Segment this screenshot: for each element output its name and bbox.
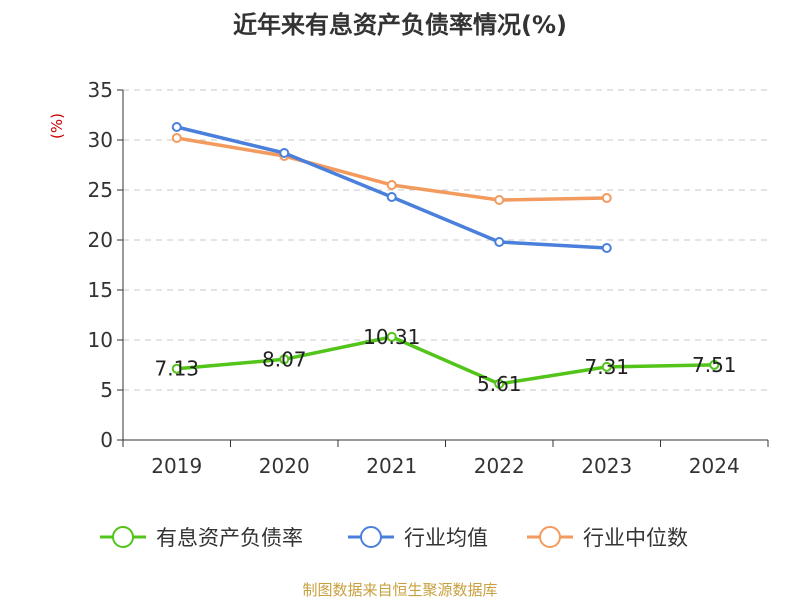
data-point-0-2024[interactable] <box>709 359 720 370</box>
data-label-2022: 5.61 <box>477 372 522 396</box>
series-line-0 <box>176 335 715 386</box>
series-0 <box>171 331 720 389</box>
y-tick-label: 30 <box>88 128 113 152</box>
data-point-2-2023[interactable] <box>601 193 612 203</box>
x-tick-label-2023: 2023 <box>581 454 632 478</box>
x-tick-label-2020: 2020 <box>259 454 310 478</box>
x-tick-label-2021: 2021 <box>366 454 417 478</box>
data-point-2-2019[interactable] <box>171 133 182 143</box>
y-tick-label: 0 <box>100 428 113 452</box>
data-point-2-2021[interactable] <box>386 180 397 190</box>
legend-item-0[interactable]: 有息资产负债率 <box>100 526 303 550</box>
data-point-0-2019[interactable] <box>171 363 182 374</box>
y-tick-label: 25 <box>88 178 113 202</box>
legend-label: 有息资产负债率 <box>156 526 303 550</box>
series-line-2 <box>176 136 607 202</box>
legend-marker-icon <box>112 526 134 548</box>
grid <box>123 89 768 391</box>
data-point-0-2023[interactable] <box>601 361 612 372</box>
y-tick-label: 20 <box>88 228 113 252</box>
data-point-1-2021[interactable] <box>386 192 397 202</box>
y-axis-unit-label: (%) <box>48 113 66 139</box>
data-label-2024: 7.51 <box>692 353 737 377</box>
legend-label: 行业中位数 <box>583 526 688 550</box>
series-layer <box>171 122 720 389</box>
data-label-2020: 8.07 <box>262 347 307 371</box>
data-point-0-2020[interactable] <box>279 354 290 365</box>
legend-item-2[interactable]: 行业中位数 <box>527 526 688 550</box>
series-1 <box>171 122 612 253</box>
legend-label: 行业均值 <box>404 526 488 550</box>
axes: 0 5 10 15 20 25 30 35 2019 2020 2021 2022 2023 2024 <box>88 78 769 478</box>
data-point-1-2022[interactable] <box>494 237 505 247</box>
data-point-1-2023[interactable] <box>601 243 612 253</box>
chart-title: 近年来有息资产负债率情况(%) <box>233 11 567 39</box>
y-tick-label: 10 <box>88 328 113 352</box>
data-point-1-2020[interactable] <box>279 148 290 158</box>
series-2 <box>171 133 612 205</box>
y-tick-label: 15 <box>88 278 113 302</box>
y-tick-label: 5 <box>100 378 113 402</box>
data-point-1-2019[interactable] <box>171 122 182 132</box>
x-tick-label-2024: 2024 <box>689 454 740 478</box>
legend-marker-icon <box>539 526 561 548</box>
x-tick-label-2022: 2022 <box>474 454 525 478</box>
source-note: 制图数据来自恒生聚源数据库 <box>302 581 497 599</box>
data-label-2019: 7.13 <box>154 357 199 381</box>
legend-marker-icon <box>360 526 382 548</box>
x-tick-label-2019: 2019 <box>151 454 202 478</box>
data-point-2-2022[interactable] <box>494 195 505 205</box>
legend-item-1[interactable]: 行业均值 <box>348 526 488 550</box>
data-label-2023: 7.31 <box>584 355 629 379</box>
data-label-2021: 10.31 <box>363 325 420 349</box>
data-point-0-2021[interactable] <box>386 331 397 342</box>
y-tick-label: 35 <box>88 78 113 102</box>
data-labels: 7.13 8.07 10.31 5.61 7.31 7.51 <box>154 325 736 396</box>
data-point-0-2022[interactable] <box>494 378 505 389</box>
legend: 有息资产负债率 行业均值 行业中位数 <box>100 526 688 550</box>
